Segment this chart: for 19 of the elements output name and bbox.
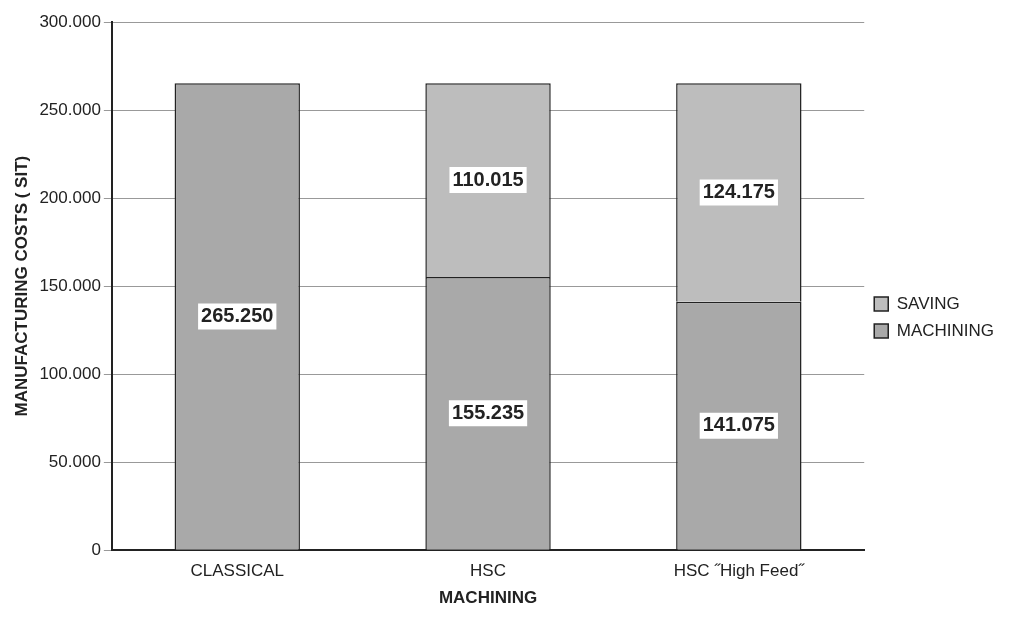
y-tick-label: 250.000 [39, 99, 101, 119]
data-label: 141.075 [702, 413, 775, 436]
y-axis-title: MANUFACTURING COSTS ( SIT) [11, 155, 31, 417]
data-label: 265.250 [201, 303, 274, 326]
y-tick-label: 200.000 [39, 187, 101, 207]
legend-label: SAVING [896, 293, 960, 313]
x-tick-label: HSC [470, 561, 506, 581]
data-label: 110.015 [452, 167, 524, 190]
legend-label: MACHINING [896, 320, 994, 340]
x-tick-label: HSC ˝High Feed˝ [673, 561, 806, 581]
y-tick-label: 300.000 [39, 11, 101, 31]
x-tick-label: CLASSICAL [190, 561, 285, 581]
data-label: 124.175 [702, 180, 775, 203]
x-axis-title: MACHINING [438, 588, 538, 608]
y-tick-label: 100.000 [39, 363, 101, 383]
y-tick-label: 150.000 [39, 275, 101, 295]
y-tick-label: 0 [91, 539, 101, 559]
data-label: 155.235 [451, 400, 525, 423]
y-tick-label: 50.000 [48, 451, 101, 471]
